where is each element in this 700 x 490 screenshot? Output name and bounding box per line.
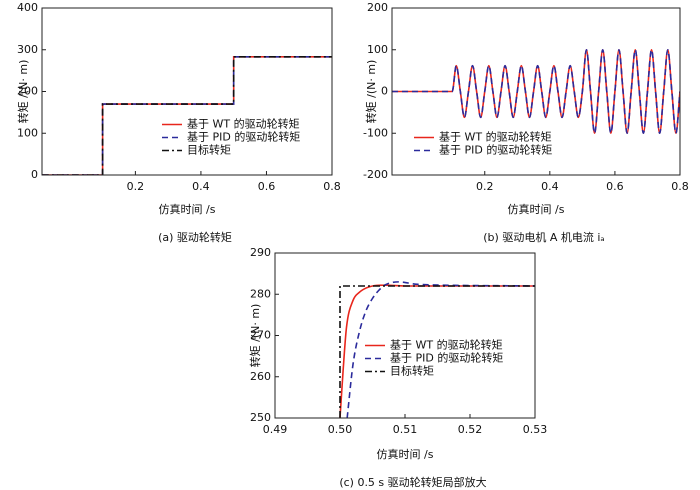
legend-label: 基于 PID 的驱动轮转矩: [187, 130, 300, 144]
x-axis-label: 仿真时间 /s: [159, 202, 216, 216]
x-tick-label: 0.52: [458, 423, 483, 436]
series-line: [42, 56, 332, 175]
plot-frame: [391, 7, 681, 176]
series-line: [42, 56, 332, 175]
y-tick-label: -100: [363, 126, 388, 139]
legend-label: 基于 PID 的驱动轮转矩: [439, 143, 552, 157]
caption: (a) 驱动轮转矩: [158, 230, 232, 244]
y-tick-label: 250: [250, 411, 271, 424]
plot-frame: [41, 7, 333, 176]
x-tick-label: 0.4: [541, 180, 559, 193]
x-tick-label: 0.49: [263, 423, 288, 436]
y-tick-label: 260: [250, 370, 271, 383]
y-tick-label: -200: [363, 168, 388, 181]
y-tick-label: 100: [17, 126, 38, 139]
x-tick-label: 0.6: [258, 180, 276, 193]
plot-frame: [274, 252, 536, 419]
legend-label: 基于 WT 的驱动轮转矩: [439, 130, 552, 144]
series-line: [392, 48, 680, 135]
y-tick-label: 270: [250, 329, 271, 342]
y-tick-label: 200: [367, 1, 388, 14]
y-axis-label: 转矩 /(N· m): [364, 60, 378, 124]
x-tick-label: 0.53: [523, 423, 548, 436]
series-line: [339, 285, 535, 418]
legend-label: 目标转矩: [390, 364, 434, 378]
series-line: [42, 56, 332, 175]
x-axis-label: 仿真时间 /s: [377, 447, 434, 461]
x-axis-label: 仿真时间 /s: [508, 202, 565, 216]
y-tick-label: 280: [250, 287, 271, 300]
y-axis-label: 转矩 /(N· m): [248, 304, 262, 368]
legend-label: 基于 WT 的驱动轮转矩: [187, 117, 300, 131]
x-tick-label: 0.2: [127, 180, 145, 193]
y-tick-label: 290: [250, 246, 271, 259]
x-tick-label: 0.2: [476, 180, 494, 193]
y-tick-label: 200: [17, 85, 38, 98]
x-tick-label: 0.50: [328, 423, 353, 436]
legend-label: 目标转矩: [187, 143, 231, 157]
y-tick-label: 0: [31, 168, 38, 181]
y-tick-label: 100: [367, 43, 388, 56]
x-tick-label: 0.4: [192, 180, 210, 193]
caption: (b) 驱动电机 A 机电流 iₐ: [483, 230, 604, 244]
legend-label: 基于 PID 的驱动轮转矩: [390, 351, 503, 365]
caption: (c) 0.5 s 驱动轮转矩局部放大: [339, 475, 486, 489]
series-line: [346, 281, 535, 418]
x-tick-label: 0.51: [393, 423, 418, 436]
y-tick-label: 0: [381, 85, 388, 98]
x-tick-label: 0.6: [606, 180, 624, 193]
legend-label: 基于 WT 的驱动轮转矩: [390, 338, 503, 352]
y-tick-label: 400: [17, 1, 38, 14]
y-axis-label: 转矩 /(N· m): [16, 60, 30, 124]
x-tick-label: 0.8: [323, 180, 341, 193]
x-tick-label: 0.8: [671, 180, 689, 193]
y-tick-label: 300: [17, 43, 38, 56]
